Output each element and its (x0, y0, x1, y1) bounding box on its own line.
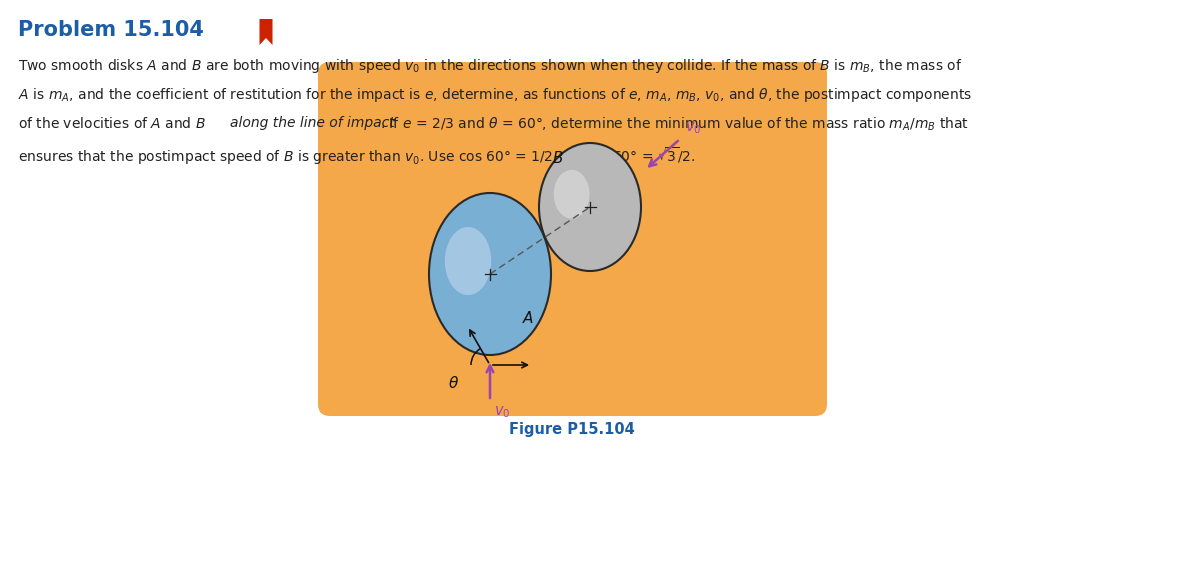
Ellipse shape (539, 143, 641, 271)
Ellipse shape (554, 170, 590, 219)
Polygon shape (259, 19, 272, 45)
Text: . If $e$ = 2/3 and $\theta$ = 60°, determine the minimum value of the mass ratio: . If $e$ = 2/3 and $\theta$ = 60°, deter… (380, 116, 969, 133)
Ellipse shape (444, 227, 492, 295)
Text: $v_0$: $v_0$ (685, 120, 702, 136)
Text: along the line of impact: along the line of impact (230, 116, 395, 130)
Text: $v_0$: $v_0$ (494, 404, 511, 420)
Ellipse shape (429, 193, 551, 355)
Text: $B$: $B$ (552, 150, 564, 166)
Text: $A$ is $m_A$, and the coefficient of restitution for the impact is $e$, determin: $A$ is $m_A$, and the coefficient of res… (18, 87, 973, 105)
Text: of the velocities of $A$ and $B$: of the velocities of $A$ and $B$ (18, 116, 206, 131)
Text: Problem 15.104: Problem 15.104 (18, 20, 204, 40)
FancyBboxPatch shape (318, 62, 826, 416)
Text: Two smooth disks $A$ and $B$ are both moving with speed $v_0$ in the directions : Two smooth disks $A$ and $B$ are both mo… (18, 57, 962, 75)
Text: ensures that the postimpact speed of $B$ is greater than $v_0$. Use cos 60° = 1/: ensures that the postimpact speed of $B$… (18, 146, 696, 167)
Text: Figure P15.104: Figure P15.104 (509, 422, 634, 437)
Text: $\theta$: $\theta$ (448, 375, 459, 391)
Text: $A$: $A$ (522, 310, 534, 326)
